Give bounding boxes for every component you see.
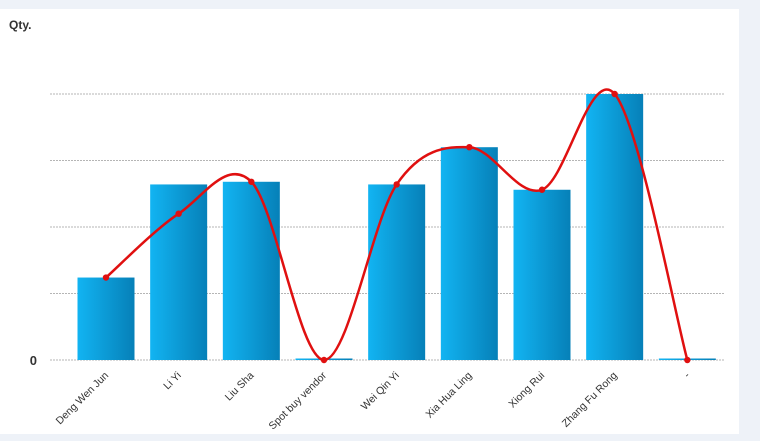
line-point-3[interactable] <box>320 356 328 364</box>
x-tick-label: Wei Qin Yi <box>359 370 402 413</box>
x-tick-label: Xia Hua Ling <box>423 370 474 421</box>
x-tick-label: Deng Wen Jun <box>54 370 112 428</box>
x-tick-label: Liu Sha <box>223 370 257 404</box>
line-layer <box>102 88 691 364</box>
x-tick-label: Zhang Fu Rong <box>560 370 620 430</box>
bar-5[interactable] <box>440 147 498 360</box>
x-tick-label: - <box>681 369 692 380</box>
line-point-0[interactable] <box>102 274 110 281</box>
line-point-5[interactable] <box>466 144 473 151</box>
bar-7[interactable] <box>586 94 644 360</box>
chart-svg: 0 Deng Wen Jun Li Yi Liu Sha Spot buy vendo… <box>30 88 724 432</box>
bar-2[interactable] <box>222 181 280 360</box>
y-tick-label: 0 <box>30 353 37 368</box>
x-tick-labels: Deng Wen Jun Li Yi Liu Sha Spot buy vendor W… <box>54 369 693 432</box>
x-tick-label: Li Yi <box>161 370 184 393</box>
bar-0[interactable] <box>77 277 135 360</box>
line-point-2[interactable] <box>248 178 255 185</box>
line-point-7[interactable] <box>611 90 618 98</box>
line-point-1[interactable] <box>175 210 182 217</box>
y-axis-unit-label: Qty. <box>9 18 32 32</box>
bar-layer <box>77 94 716 360</box>
line-point-4[interactable] <box>393 181 400 188</box>
bar-4[interactable] <box>368 184 426 360</box>
line-point-8[interactable] <box>684 356 691 364</box>
line-point-6[interactable] <box>538 186 546 193</box>
x-tick-label: Xiong Rui <box>506 370 547 411</box>
bar-6[interactable] <box>513 189 571 360</box>
chart-card: 0 Deng Wen Jun Li Yi Liu Sha Spot buy vendo… <box>0 9 739 434</box>
x-tick-label: Spot buy vendor <box>267 369 330 432</box>
y-tick-labels: 0 <box>30 353 37 368</box>
